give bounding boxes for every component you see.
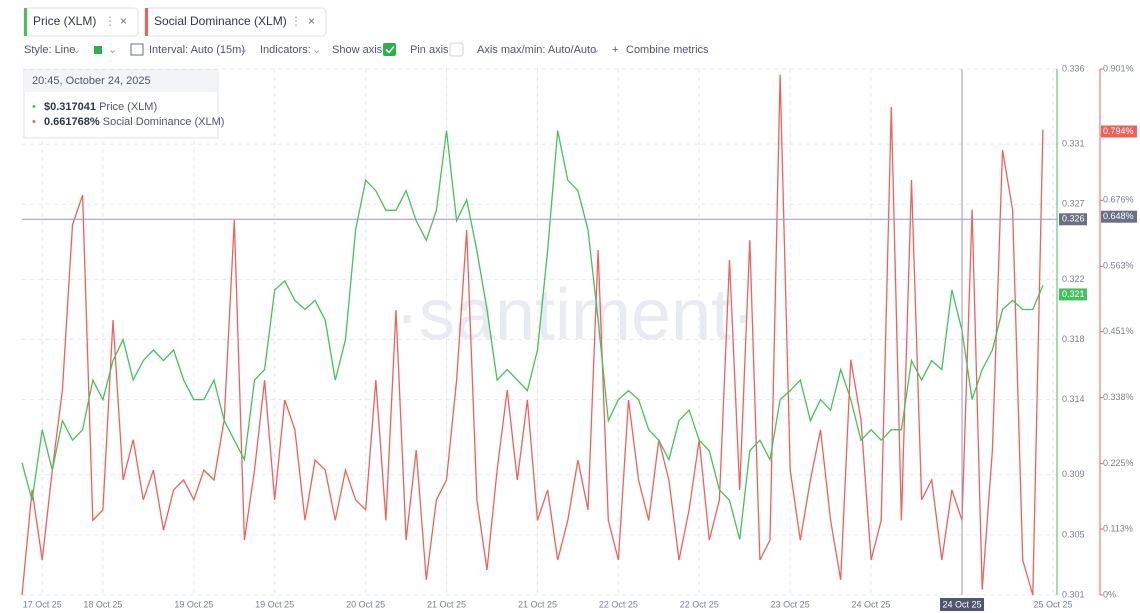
show-axis-checkbox[interactable] xyxy=(383,43,396,56)
x-tick-label: 21 Oct 25 xyxy=(518,599,557,609)
x-tick-highlight xyxy=(940,598,985,611)
last-value-badge xyxy=(1101,125,1137,138)
legend-entry: Social Dominance (XLM) xyxy=(103,116,225,128)
y2-tick-label: 0.113% xyxy=(1103,523,1133,533)
last-value-badge xyxy=(1059,288,1087,301)
x-tick-label: 19 Oct 25 xyxy=(174,599,213,609)
tooltip-header xyxy=(24,70,218,92)
tab-menu[interactable]: ⋮ xyxy=(290,14,302,28)
legend-dot: • xyxy=(32,116,36,128)
x-tick-label: 21 Oct 25 xyxy=(427,599,466,609)
y2-tick-label: 0.676% xyxy=(1103,195,1134,205)
chevron: ⌄ xyxy=(108,44,117,56)
show-axis-label[interactable]: Show axis xyxy=(332,44,383,56)
x-tick-label: 18 Oct 25 xyxy=(83,599,122,609)
color-select[interactable] xyxy=(94,46,102,54)
y-tick-label: 0.305 xyxy=(1062,529,1085,539)
y-tick-label: 0.309 xyxy=(1062,469,1085,479)
x-tick-label: 19 Oct 25 xyxy=(255,599,294,609)
tooltip-row: 0.661768% Social Dominance (XLM) xyxy=(44,116,224,128)
tab-color xyxy=(24,8,27,36)
tooltip-date: 20:45, October 24, 2025 xyxy=(32,75,151,87)
chevron: ⌄ xyxy=(239,44,248,56)
combine-metrics[interactable]: Combine metrics xyxy=(626,44,709,56)
tab[interactable]: Price (XLM) ⋮ × xyxy=(23,7,139,37)
style-select[interactable]: Style: Line xyxy=(24,44,75,56)
crosshair-y-label: 0.326 xyxy=(1062,214,1085,224)
x-tick-label: 20 Oct 25 xyxy=(346,599,385,609)
y-tick-label: 0.301 xyxy=(1062,589,1085,599)
x-tick-label: 25 Oct 25 xyxy=(1033,599,1072,609)
chevron: ⌄ xyxy=(72,44,81,56)
plus-icon: + xyxy=(612,44,618,56)
y-tick-label: 0.331 xyxy=(1062,139,1085,149)
plot: 0.301 0.305 0.309 0.314 0.318 0.322 0.327 0.331… xyxy=(21,63,1137,611)
tab-color xyxy=(145,8,148,36)
check xyxy=(385,45,395,54)
y2-tick-label: 0.563% xyxy=(1103,261,1134,271)
chevron: ⌄ xyxy=(312,44,321,56)
series-line xyxy=(21,130,1044,540)
series-line xyxy=(21,74,1044,596)
last-value-label: 0.794% xyxy=(1103,126,1134,136)
pin-axis-label[interactable]: Pin axis xyxy=(410,44,449,56)
tab-close[interactable]: × xyxy=(120,14,127,28)
watermark: ·santiment· xyxy=(395,275,755,355)
last-value-label: 0.321 xyxy=(1062,289,1085,299)
tab-close[interactable]: × xyxy=(308,14,315,28)
x-tick-label: 17 Oct 25 xyxy=(23,599,62,609)
y2-tick-label: 0% xyxy=(1103,589,1116,599)
tooltip-row: $0.317041 Price (XLM) xyxy=(44,101,157,113)
tab-menu[interactable]: ⋮ xyxy=(104,14,116,28)
pin-axis-checkbox[interactable] xyxy=(449,42,464,57)
y-tick-label: 0.314 xyxy=(1062,394,1085,404)
tooltip-value: 0.661768% xyxy=(44,116,100,128)
y2-tick-label: 0.338% xyxy=(1103,392,1134,402)
x-tick-label: 24 Oct 25 xyxy=(943,599,982,609)
tooltip-value: $0.317041 xyxy=(44,101,96,113)
x-tick-label: 24 Oct 25 xyxy=(852,599,891,609)
crosshair-badge xyxy=(1101,210,1137,223)
y-tick-label: 0.322 xyxy=(1062,274,1085,284)
tab-label[interactable]: Price (XLM) xyxy=(33,14,96,28)
interval-select[interactable]: Interval: Auto (15m) xyxy=(149,44,245,56)
y2-tick-label: 0.225% xyxy=(1103,458,1134,468)
tab-label[interactable]: Social Dominance (XLM) xyxy=(154,14,287,28)
y-tick-label: 0.318 xyxy=(1062,334,1085,344)
x-tick-label: 22 Oct 25 xyxy=(599,599,638,609)
y-tick-label: 0.336 xyxy=(1062,63,1085,73)
crosshair-y2-label: 0.648% xyxy=(1103,211,1134,221)
legend-entry: Price (XLM) xyxy=(99,101,157,113)
indicators-select[interactable]: Indicators: xyxy=(260,44,311,56)
legend-dot: • xyxy=(32,101,36,113)
tab[interactable]: Social Dominance (XLM) ⋮ × xyxy=(144,7,327,37)
crosshair-badge xyxy=(1059,213,1087,226)
tooltip: 20:45, October 24, 2025 • $0.317041 Pric… xyxy=(23,69,224,139)
y2-tick-label: 0.901% xyxy=(1103,63,1134,73)
axis-range-select[interactable]: Axis max/min: Auto/Auto xyxy=(477,44,596,56)
x-tick-label: 22 Oct 25 xyxy=(680,599,719,609)
y-tick-label: 0.327 xyxy=(1062,199,1085,209)
chevron: ⌄ xyxy=(591,44,600,56)
calendar-icon xyxy=(130,43,144,56)
x-tick-label: 23 Oct 25 xyxy=(771,599,810,609)
y2-tick-label: 0.451% xyxy=(1103,326,1134,336)
